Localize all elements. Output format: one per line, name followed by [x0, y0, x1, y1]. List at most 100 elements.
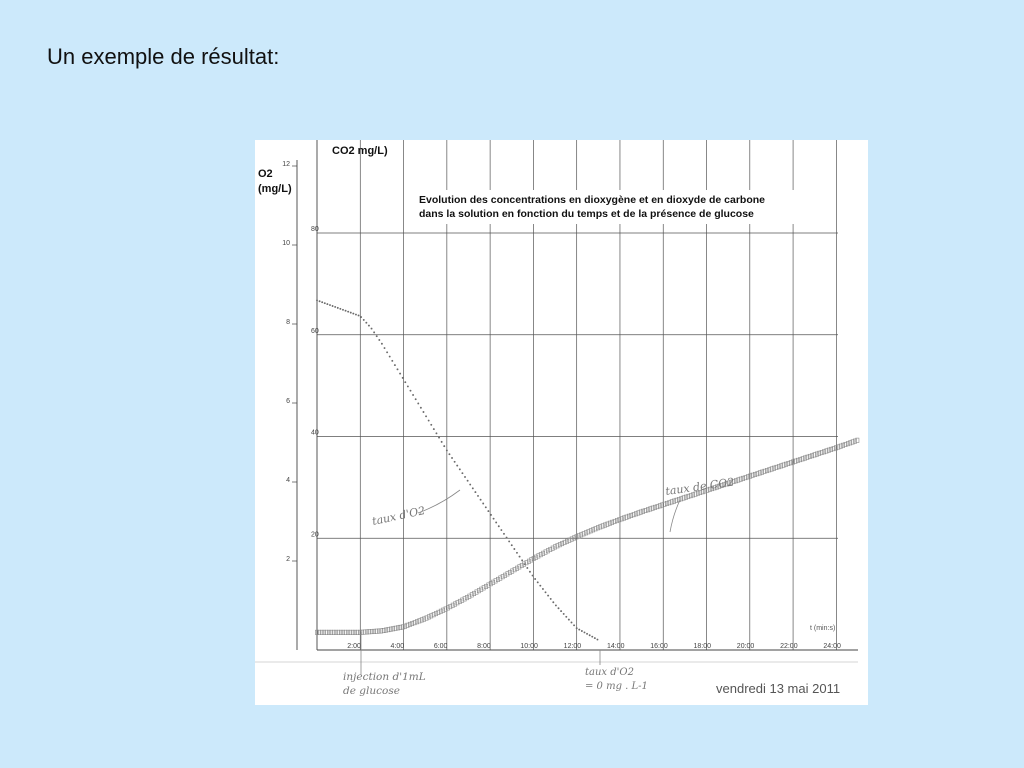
x-tick-label: 24:00 [823, 643, 841, 650]
o2-point [526, 567, 529, 569]
co2-point [712, 485, 717, 491]
co2-point [781, 462, 786, 468]
o2-point [365, 321, 368, 324]
x-tick-label: 16:00 [650, 643, 668, 650]
co2-point [534, 554, 538, 560]
o2-point [373, 331, 376, 334]
co2-point [629, 512, 634, 518]
co2-point [324, 629, 329, 635]
o2-point [580, 630, 583, 632]
o2-point [323, 302, 326, 305]
co2-point [348, 629, 353, 635]
co2-point [691, 492, 696, 498]
co2-point [355, 629, 360, 635]
annotation-injection-line-1: injection d'1mL [343, 671, 426, 683]
co2-point [569, 536, 574, 542]
tick-labels: 2:00 4:00 6:00 8:00 10:00 12:00 14:00 16:00 18:0… [282, 161, 841, 650]
series-o2 [316, 299, 599, 641]
o2-point [440, 440, 443, 443]
co2-point [531, 555, 536, 561]
co2-point [388, 626, 393, 632]
o2-point [549, 597, 552, 600]
co2-point [645, 507, 650, 513]
o2-point [419, 406, 422, 409]
co2-point [848, 440, 853, 446]
co2-point [741, 475, 745, 481]
co2-point [624, 514, 629, 520]
co2-point [410, 621, 415, 627]
co2-point [576, 533, 581, 539]
o2-point [318, 300, 321, 303]
o2-point [396, 368, 399, 371]
co2-point [512, 567, 517, 573]
axes [255, 140, 858, 663]
co2-point [572, 535, 576, 541]
co2-point [772, 465, 776, 471]
x-tick-label: 6:00 [434, 643, 448, 650]
co2-point [367, 629, 372, 635]
co2-point [729, 479, 734, 485]
o2-point [401, 376, 404, 379]
co2-point [831, 446, 836, 452]
co2-point [841, 442, 845, 448]
co2-point [429, 613, 434, 619]
co2-point [724, 481, 729, 487]
annotation-o2: taux d'O2 [371, 504, 426, 528]
co2-point [472, 590, 477, 596]
o2-point [344, 309, 347, 312]
x-tick-label: 14:00 [607, 643, 625, 650]
co2-point [807, 453, 812, 459]
co2-point [665, 500, 669, 506]
co2-point [538, 552, 543, 558]
co2-point [545, 548, 550, 554]
co2-point [384, 627, 388, 633]
co2-point [603, 522, 607, 528]
o2-point [412, 393, 415, 396]
co2-point [588, 528, 593, 534]
co2-point [619, 516, 624, 522]
co2-point [481, 585, 486, 591]
co2-point [719, 482, 724, 488]
co2-point [446, 605, 450, 611]
x-tick-label: 18:00 [694, 643, 712, 650]
co2-point [557, 542, 562, 548]
co2-point [474, 589, 479, 595]
co2-tick-label: 80 [311, 226, 319, 233]
o2-point [342, 308, 344, 311]
o2-point [352, 312, 355, 315]
co2-point [426, 614, 431, 620]
co2-point [743, 475, 748, 481]
x-tick-label: 2:00 [347, 643, 361, 650]
co2-point [319, 629, 324, 635]
co2-point [338, 629, 343, 635]
co2-point [710, 486, 715, 492]
co2-point [507, 569, 512, 575]
o2-point [417, 402, 420, 405]
co2-point [493, 578, 498, 584]
o2-point [375, 335, 378, 338]
co2-point [374, 628, 379, 634]
o2-point [425, 415, 428, 418]
co2-point [479, 586, 484, 592]
o2-point [404, 381, 407, 384]
co2-point [600, 523, 605, 529]
co2-point [346, 629, 350, 635]
o2-point [427, 419, 430, 422]
co2-point [560, 541, 565, 547]
o2-tick-label: 6 [286, 398, 290, 405]
slide-title: Un exemple de résultat: [47, 44, 280, 69]
co2-point [448, 604, 453, 610]
co2-point [422, 616, 427, 622]
o2-point [383, 347, 386, 349]
o2-point [521, 559, 524, 562]
co2-point [522, 561, 526, 567]
co2-point [622, 515, 626, 521]
series-co2 [315, 437, 860, 635]
co2-point [822, 449, 826, 455]
co2-point [362, 629, 367, 635]
co2-point [329, 629, 334, 635]
o2-point [458, 468, 461, 471]
o2-point [422, 411, 425, 413]
o2-point [347, 310, 350, 313]
co2-point [791, 459, 795, 465]
